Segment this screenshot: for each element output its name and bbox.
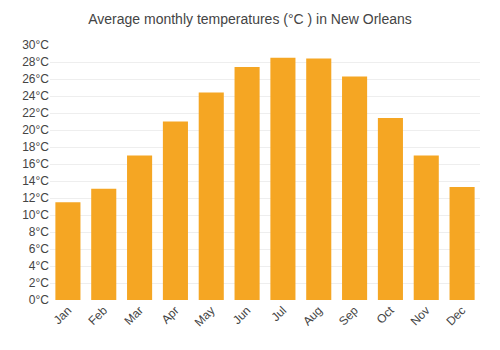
svg-text:Average monthly temperatures (: Average monthly temperatures (°C ) in Ne… bbox=[88, 11, 412, 27]
svg-text:Sep: Sep bbox=[336, 303, 361, 328]
svg-text:24°C: 24°C bbox=[22, 89, 49, 103]
svg-text:May: May bbox=[192, 303, 218, 329]
svg-text:20°C: 20°C bbox=[22, 123, 49, 137]
svg-text:4°C: 4°C bbox=[29, 259, 49, 273]
svg-text:Dec: Dec bbox=[443, 303, 468, 328]
svg-text:Jul: Jul bbox=[269, 303, 290, 324]
svg-text:10°C: 10°C bbox=[22, 208, 49, 222]
svg-text:30°C: 30°C bbox=[22, 38, 49, 52]
svg-text:0°C: 0°C bbox=[29, 293, 49, 307]
svg-text:Aug: Aug bbox=[300, 303, 325, 328]
svg-text:22°C: 22°C bbox=[22, 106, 49, 120]
svg-text:14°C: 14°C bbox=[22, 174, 49, 188]
svg-text:12°C: 12°C bbox=[22, 191, 49, 205]
svg-text:8°C: 8°C bbox=[29, 225, 49, 239]
svg-text:28°C: 28°C bbox=[22, 55, 49, 69]
svg-text:18°C: 18°C bbox=[22, 140, 49, 154]
svg-text:26°C: 26°C bbox=[22, 72, 49, 86]
svg-text:Jun: Jun bbox=[230, 303, 254, 327]
svg-text:Mar: Mar bbox=[121, 303, 146, 328]
svg-text:Apr: Apr bbox=[159, 303, 182, 326]
svg-text:Feb: Feb bbox=[86, 303, 111, 328]
svg-text:2°C: 2°C bbox=[29, 276, 49, 290]
svg-text:Oct: Oct bbox=[374, 303, 398, 327]
svg-text:16°C: 16°C bbox=[22, 157, 49, 171]
svg-text:6°C: 6°C bbox=[29, 242, 49, 256]
svg-text:Nov: Nov bbox=[408, 303, 433, 328]
svg-text:Jan: Jan bbox=[51, 303, 75, 327]
